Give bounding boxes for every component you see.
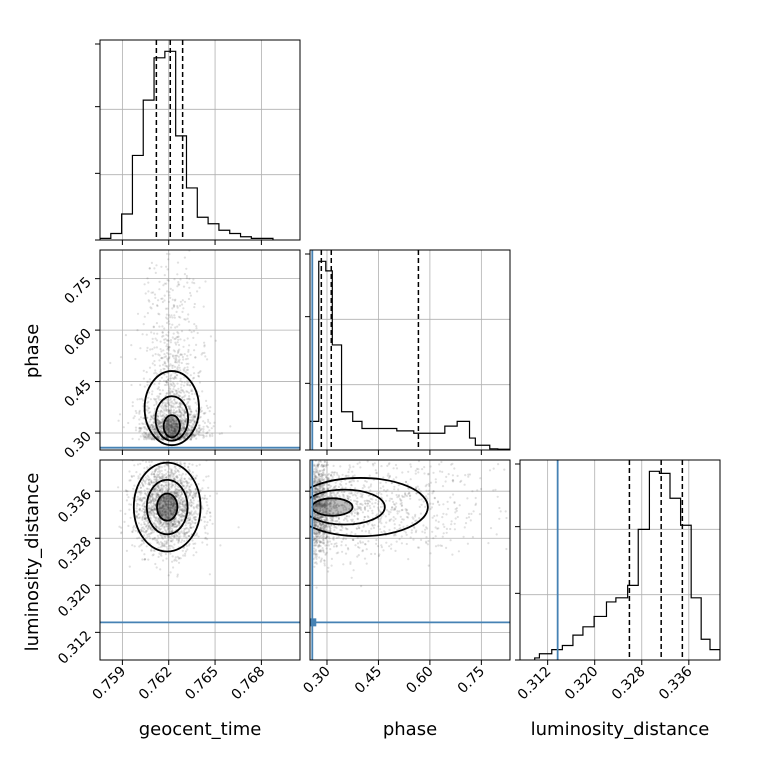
scatter-points-luminosity-distance-vs-geocent-time [84,460,300,626]
scatter-points-phase-vs-geocent-time [100,250,300,449]
histogram-panel-phase [305,249,511,455]
x-tick-label-luminosity-distance: 0.328 [609,664,649,704]
x-tick-label-geocent-time: 0.759 [90,664,130,704]
density-contours-luminosity-distance-vs-geocent-time [132,461,202,553]
x-tick-label-phase: 0.60 [403,664,436,697]
histogram-luminosity-distance [534,470,720,660]
histogram-panel-luminosity-distance: 0.312 0.320 0.328 0.336 [515,459,721,704]
y-tick-label-luminosity-distance: 0.336 [55,487,95,527]
y-tick-label-phase: 0.30 [61,429,94,462]
x-tick-label-phase: 0.30 [300,664,333,697]
y-tick-label-phase: 0.45 [61,377,94,410]
y-axis-label-phase: phase [22,324,43,378]
histogram-phase-frame [309,249,511,451]
truth-marker [310,618,317,627]
x-tick-label-geocent-time: 0.768 [229,664,269,704]
scatter-phase-vs-geocent-time-frame [99,249,301,451]
scatter-points-luminosity-distance-vs-phase [310,460,510,660]
x-tick-label-phase: 0.45 [352,664,385,697]
histogram-phase [310,260,510,450]
x-tick-label-luminosity-distance: 0.336 [656,663,696,703]
x-axis-label-geocent-time: geocent_time [139,719,262,740]
histogram-panel-geocent-time [95,39,301,245]
truth-marker [84,618,92,626]
density-contours-luminosity-distance-vs-phase [310,477,429,538]
histogram-geocent-time-frame [99,39,301,241]
y-tick-label-luminosity-distance: 0.320 [55,581,95,621]
density-contours-phase-vs-geocent-time [143,370,200,447]
y-tick-label-luminosity-distance: 0.328 [55,534,95,574]
x-tick-label-geocent-time: 0.765 [182,664,222,704]
scatter-panel-phase-vs-geocent-time: 0.30 0.45 0.60 0.75 [61,249,301,462]
x-axis-label-phase: phase [383,719,437,740]
scatter-panel-luminosity-distance-vs-geocent-time: 0.759 0.762 0.765 0.768 0.312 0.320 0.328 0.336 [55,459,301,704]
scatter-panel-luminosity-distance-vs-phase: 0.30 0.45 0.60 0.75 [300,459,511,697]
scatter-luminosity-distance-vs-geocent-time-frame [99,459,301,661]
x-axis-label-luminosity-distance: luminosity_distance [531,719,710,740]
histogram-geocent-time [100,50,274,240]
x-tick-label-luminosity-distance: 0.312 [515,664,555,704]
x-tick-label-luminosity-distance: 0.320 [562,664,602,704]
histogram-luminosity-distance-frame [519,459,721,661]
y-tick-label-luminosity-distance: 0.312 [55,628,95,668]
x-tick-label-phase: 0.75 [455,664,488,697]
scatter-luminosity-distance-vs-phase-frame [309,459,511,661]
x-tick-label-geocent-time: 0.762 [136,664,176,704]
y-tick-label-phase: 0.75 [61,274,94,307]
y-tick-label-phase: 0.60 [61,326,94,359]
y-axis-label-luminosity-distance: luminosity_distance [22,473,43,652]
